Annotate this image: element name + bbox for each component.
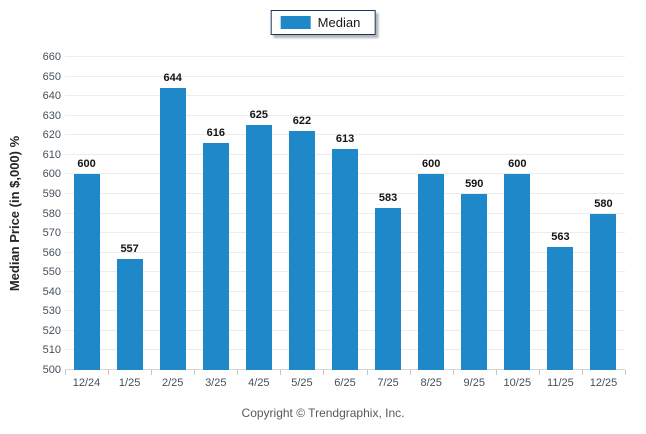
legend-label-median: Median bbox=[317, 15, 361, 30]
y-tick-label: 630 bbox=[42, 109, 61, 122]
bar-12/25 bbox=[590, 213, 617, 370]
bar-slot: 557 bbox=[108, 57, 151, 370]
bar-value-label: 616 bbox=[206, 127, 225, 140]
bar-5/25 bbox=[288, 131, 315, 370]
x-boundary-tick bbox=[538, 370, 540, 375]
y-tick-label: 510 bbox=[42, 344, 61, 357]
bar-value-label: 583 bbox=[378, 191, 398, 204]
x-tick-label: 10/25 bbox=[503, 377, 532, 389]
bar-11/25 bbox=[547, 246, 574, 370]
x-tick-label: 2/25 bbox=[161, 377, 184, 389]
x-axis-boundary-ticks bbox=[65, 370, 626, 375]
bar-slot: 600 bbox=[410, 57, 453, 370]
x-tick-label: 8/25 bbox=[420, 377, 442, 389]
plot-area: 600 557 644 616 625 622 613 583 600 590 600 563 580 bbox=[65, 56, 625, 370]
x-boundary-tick bbox=[452, 370, 454, 375]
y-tick-label: 530 bbox=[42, 305, 61, 318]
bar-slot: 613 bbox=[323, 57, 366, 370]
bar-slot: 600 bbox=[65, 57, 108, 370]
bars-container: 600 557 644 616 625 622 613 583 600 590 600 563 580 bbox=[65, 57, 625, 370]
x-tick-label: 5/25 bbox=[291, 377, 313, 389]
bar-12/24 bbox=[73, 174, 100, 370]
x-boundary-tick bbox=[280, 370, 282, 375]
bar-value-label: 600 bbox=[508, 158, 527, 171]
x-tick-label: 7/25 bbox=[377, 377, 399, 389]
bar-slot: 580 bbox=[582, 57, 625, 370]
bar-7/25 bbox=[375, 207, 402, 370]
y-tick-label: 520 bbox=[42, 324, 61, 337]
bar-1/25 bbox=[116, 258, 143, 370]
x-axis-labels: 12/24 1/25 2/25 3/25 4/25 5/25 6/25 7/25 8/25 9/2… bbox=[65, 376, 625, 390]
bar-slot: 622 bbox=[280, 57, 323, 370]
bar-slot: 600 bbox=[496, 57, 539, 370]
bar-value-label: 557 bbox=[120, 242, 139, 255]
bar-value-label: 580 bbox=[594, 197, 613, 210]
legend: Median bbox=[270, 10, 376, 35]
x-boundary-tick bbox=[581, 370, 583, 375]
x-boundary-tick bbox=[366, 370, 368, 375]
bar-value-label: 613 bbox=[335, 132, 355, 145]
bar-value-label: 622 bbox=[292, 115, 312, 128]
x-tick-label: 1/25 bbox=[118, 377, 141, 389]
x-tick-label: 9/25 bbox=[463, 377, 485, 389]
x-tick-label: 4/25 bbox=[248, 377, 270, 389]
bar-8/25 bbox=[418, 174, 445, 370]
bar-4/25 bbox=[245, 125, 272, 370]
gridline bbox=[65, 75, 625, 77]
y-tick-label: 570 bbox=[42, 227, 61, 240]
bar-slot: 583 bbox=[367, 57, 410, 370]
x-tick-label: 12/25 bbox=[589, 377, 618, 389]
gridline bbox=[65, 114, 625, 116]
bar-value-label: 600 bbox=[77, 158, 96, 171]
bar-slot: 616 bbox=[194, 57, 237, 370]
x-tick-label: 6/25 bbox=[334, 377, 356, 389]
bar-value-label: 590 bbox=[465, 177, 484, 190]
gridline bbox=[65, 134, 625, 136]
x-boundary-tick bbox=[108, 370, 110, 375]
x-boundary-tick bbox=[151, 370, 153, 375]
bar-value-label: 644 bbox=[163, 72, 182, 85]
bar-slot: 590 bbox=[453, 57, 496, 370]
bar-6/25 bbox=[332, 148, 358, 370]
x-boundary-tick bbox=[237, 370, 239, 375]
y-tick-label: 620 bbox=[42, 129, 61, 142]
x-boundary-tick bbox=[65, 370, 66, 375]
y-axis-ticks: 660 650 640 630 620 610 600 590 580 570 560 550 540 5… bbox=[0, 51, 61, 376]
gridline bbox=[65, 95, 625, 97]
legend-swatch-median bbox=[280, 16, 311, 29]
x-tick-label: 12/24 bbox=[72, 377, 101, 389]
bar-value-label: 600 bbox=[421, 158, 441, 171]
bar-9/25 bbox=[461, 193, 488, 370]
y-tick-label: 640 bbox=[42, 90, 61, 103]
y-tick-label: 540 bbox=[42, 285, 61, 298]
bar-slot: 625 bbox=[237, 57, 280, 370]
bar-3/25 bbox=[202, 143, 229, 370]
bar-slot: 563 bbox=[539, 57, 582, 370]
x-tick-label: 11/25 bbox=[547, 377, 574, 389]
y-tick-label: 550 bbox=[42, 266, 61, 279]
y-tick-label: 580 bbox=[42, 207, 61, 220]
x-boundary-tick bbox=[495, 370, 497, 375]
x-boundary-tick bbox=[625, 370, 626, 375]
bar-value-label: 563 bbox=[551, 230, 570, 243]
bar-value-label: 625 bbox=[249, 109, 269, 122]
gridline bbox=[65, 56, 625, 57]
bar-10/25 bbox=[504, 174, 531, 370]
copyright-text: Copyright © Trendgraphix, Inc. bbox=[241, 406, 405, 420]
y-tick-label: 660 bbox=[42, 51, 61, 63]
x-tick-label: 3/25 bbox=[205, 377, 227, 389]
bar-slot: 644 bbox=[151, 57, 194, 370]
y-tick-label: 650 bbox=[42, 70, 61, 83]
x-boundary-tick bbox=[323, 370, 325, 375]
x-boundary-tick bbox=[194, 370, 196, 375]
y-tick-label: 610 bbox=[42, 148, 61, 161]
bar-2/25 bbox=[159, 88, 186, 370]
y-tick-label: 500 bbox=[42, 364, 61, 376]
y-tick-label: 560 bbox=[42, 246, 61, 259]
x-boundary-tick bbox=[409, 370, 411, 375]
y-tick-label: 600 bbox=[42, 168, 61, 181]
y-tick-label: 590 bbox=[42, 187, 61, 200]
